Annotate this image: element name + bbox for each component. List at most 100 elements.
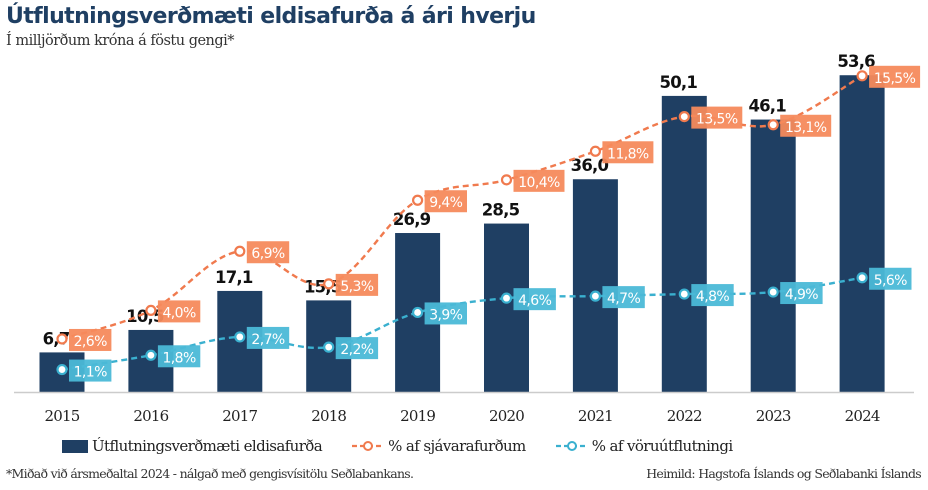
bar-value-label-2019: 26,9 — [393, 210, 431, 229]
legend-orange-line-icon — [352, 441, 385, 451]
orange-label-2018: 5,3% — [340, 279, 373, 295]
bar-value-label-2023: 46,1 — [748, 97, 786, 116]
orange-label-2023: 13,1% — [785, 120, 827, 136]
blue-label-2020: 4,6% — [518, 293, 551, 309]
blue-point-2021 — [589, 290, 602, 302]
blue-point-2015 — [56, 363, 68, 376]
blue-label-2017: 2,7% — [251, 332, 284, 348]
orange-label-box-2015 — [69, 328, 112, 351]
orange-point-2020 — [500, 174, 513, 186]
bar-value-label-2021: 36,0 — [571, 156, 609, 175]
orange-point-2016 — [145, 304, 157, 316]
orange-point-2021 — [589, 145, 602, 157]
blue-point-2020 — [500, 292, 513, 304]
blue-point-2022 — [678, 288, 690, 300]
blue-point-2019 — [412, 306, 424, 319]
blue-label-2015: 1,1% — [74, 365, 107, 381]
orange-label-box-2024 — [869, 65, 921, 88]
legend-item-orange: % af sjávarafurðum — [352, 437, 526, 455]
orange-label-2021: 11,8% — [607, 146, 649, 162]
orange-label-box-2022 — [691, 106, 743, 129]
orange-label-box-2020 — [513, 169, 565, 192]
blue-label-box-2017 — [246, 326, 290, 349]
legend-blue-label: % af vöruútflutningi — [591, 437, 733, 455]
blue-point-2024 — [856, 272, 868, 284]
legend-bar-label: Útflutningsverðmæti eldisafurða — [92, 437, 323, 455]
blue-point-2016 — [145, 349, 157, 361]
x-tick-label-2022: 2022 — [667, 407, 702, 425]
blue-label-box-2021 — [602, 286, 645, 309]
bar-2023 — [750, 119, 796, 392]
orange-point-2019 — [412, 194, 424, 206]
footnote: *Miðað við ársmeðaltal 2024 - nálgað með… — [6, 466, 414, 481]
x-tick-label-2016: 2016 — [133, 407, 168, 425]
blue-label-box-2016 — [157, 345, 201, 368]
orange-point-2015 — [56, 333, 68, 345]
orange-label-box-2016 — [157, 300, 201, 323]
chart-plot: 6,710,517,1 15,526,9 28,536,050,146,153,6 … — [14, 52, 921, 425]
orange-point-2018 — [323, 278, 335, 290]
orange-point-2022 — [678, 110, 690, 123]
orange-label-2019: 9,4% — [429, 195, 462, 211]
orange-point-2024 — [856, 70, 868, 82]
blue-label-2018: 2,2% — [340, 342, 373, 358]
orange-label-2022: 13,5% — [696, 112, 738, 128]
blue-label-2019: 3,9% — [429, 307, 462, 323]
orange-label-2017: 6,9% — [251, 246, 284, 262]
legend-item-blue: % af vöruútflutningi — [555, 437, 733, 455]
bar-value-label-2022: 50,1 — [660, 73, 698, 92]
blue-label-2023: 4,9% — [785, 287, 818, 303]
legend-item-bars: Útflutningsverðmæti eldisafurða — [62, 437, 323, 455]
source-note: Heimild: Hagstofa Íslands og Seðlabanki … — [646, 466, 922, 481]
orange-label-box-2018 — [335, 273, 379, 296]
bar-value-label-2017: 17,1 — [215, 268, 253, 287]
x-tick-label-2024: 2024 — [845, 407, 880, 425]
orange-label-2016: 4,0% — [163, 305, 196, 321]
blue-label-box-2020 — [513, 288, 556, 311]
blue-label-2022: 4,8% — [696, 289, 729, 305]
orange-label-2015: 2,6% — [74, 334, 107, 350]
blue-label-box-2022 — [691, 284, 734, 307]
orange-label-2024: 15,5% — [874, 71, 916, 87]
bar-value-label-2024: 53,6 — [837, 52, 875, 71]
orange-line — [61, 74, 863, 341]
orange-label-box-2017 — [246, 241, 290, 264]
chart-title: Útflutningsverðmæti eldisafurða á ári hv… — [6, 4, 536, 29]
blue-label-box-2019 — [424, 302, 467, 325]
chart-subtitle: Í milljörðum króna á föstu gengi* — [6, 33, 235, 49]
orange-point-2017 — [234, 245, 246, 257]
legend-orange-label: % af sjávarafurðum — [388, 437, 526, 455]
bar-2024 — [839, 75, 885, 392]
legend-bar-swatch — [62, 439, 88, 453]
orange-label-2020: 10,4% — [518, 175, 560, 191]
x-tick-label-2019: 2019 — [400, 407, 435, 425]
bar-value-label-2020: 28,5 — [482, 201, 520, 220]
x-tick-label-2020: 2020 — [489, 407, 524, 425]
bar-2021 — [572, 179, 618, 392]
blue-label-2024: 5,6% — [874, 273, 907, 289]
blue-label-box-2023 — [780, 282, 823, 305]
orange-label-box-2023 — [780, 114, 832, 137]
x-tick-label-2021: 2021 — [578, 407, 613, 425]
orange-label-box-2021 — [602, 141, 654, 164]
blue-label-2016: 1,8% — [163, 350, 196, 366]
blue-point-2017 — [234, 331, 246, 343]
blue-label-box-2018 — [335, 337, 379, 360]
legend-blue-line-icon — [555, 441, 588, 451]
blue-label-box-2015 — [69, 359, 112, 382]
blue-series-layer: 1,1% 1,8% 2,7% 2,2% 3,9% 4,6% 4,7% 4,8% 4,9% 5,6% — [56, 267, 912, 382]
blue-point-2023 — [767, 286, 779, 298]
x-tick-labels-layer: 2015 2016 2017 2018 2019 2020 2021 2022 2023 2024 — [45, 407, 881, 425]
orange-point-2023 — [767, 119, 779, 131]
blue-label-2021: 4,7% — [607, 291, 640, 307]
x-tick-label-2015: 2015 — [45, 407, 80, 425]
blue-point-2018 — [323, 341, 335, 353]
x-tick-label-2017: 2017 — [222, 407, 257, 425]
legend: Útflutningsverðmæti eldisafurða % af sjá… — [62, 437, 763, 455]
x-tick-label-2023: 2023 — [756, 407, 791, 425]
x-tick-label-2018: 2018 — [311, 407, 346, 425]
blue-label-box-2024 — [869, 267, 912, 290]
orange-label-box-2019 — [424, 190, 467, 213]
orange-series-layer: 2,6% 4,0% 6,9% 5,3% 9,4% 10,4% 11,8% 13,5% 13,1%… — [56, 65, 921, 351]
bar-2022 — [661, 95, 707, 392]
